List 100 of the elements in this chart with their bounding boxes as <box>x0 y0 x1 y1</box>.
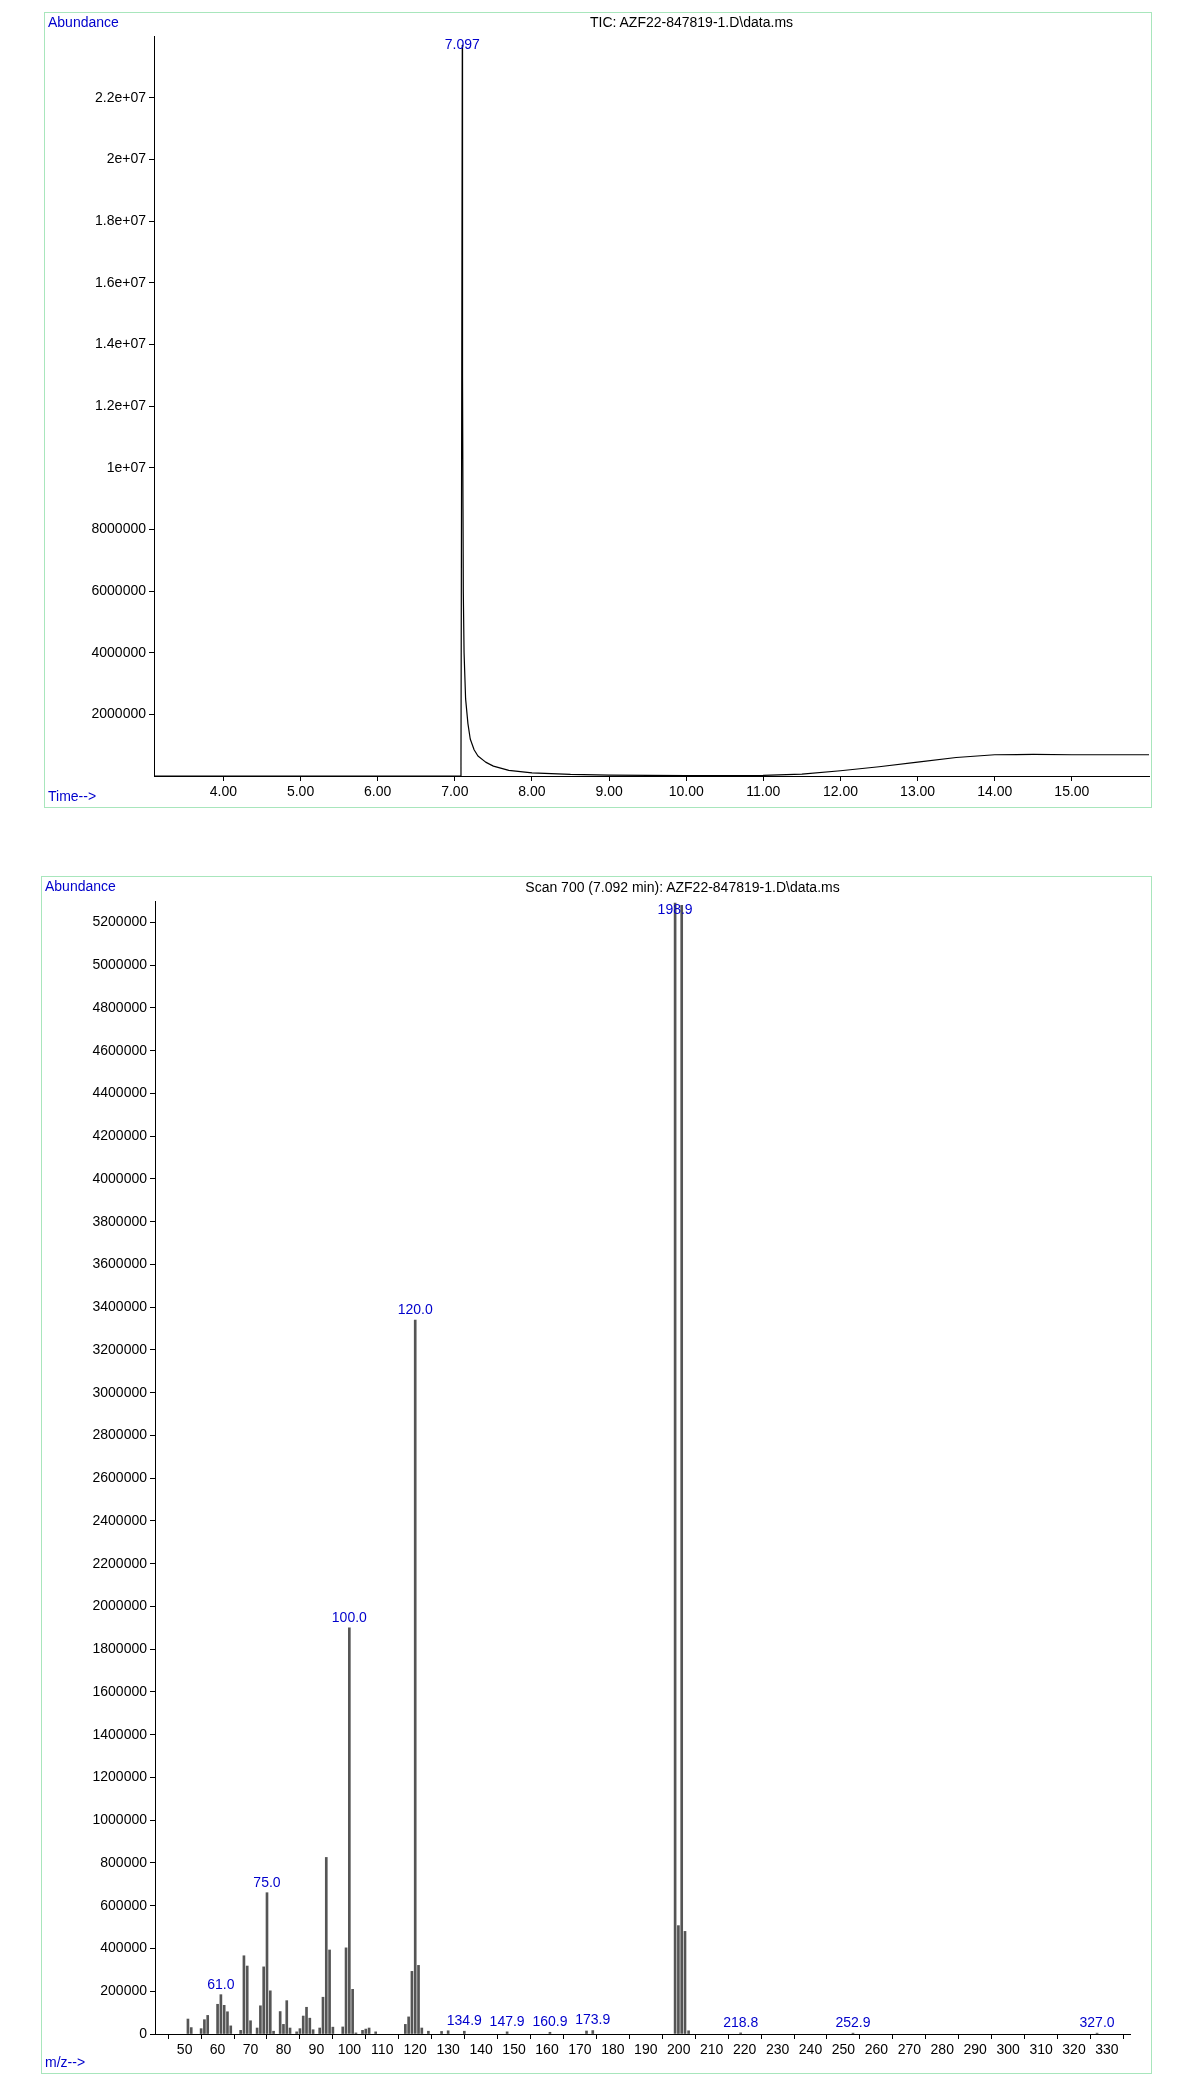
annotation: 120.0 <box>397 1300 433 1317</box>
bar <box>285 2000 289 2034</box>
y-tick-label: 3000000 <box>92 1383 148 1400</box>
x-tick-label: 210 <box>699 2041 724 2058</box>
x-tick-label: 11.00 <box>746 783 781 800</box>
bar <box>206 2015 210 2034</box>
y-tick-label: 600000 <box>100 1896 148 1913</box>
y-tick-label: 1200000 <box>92 1768 148 1785</box>
annotation: 327.0 <box>1079 2014 1115 2030</box>
y-tick-label: 1800000 <box>92 1640 148 1657</box>
y-tick-label: 1.6e+07 <box>95 273 147 290</box>
chart-title: Scan 700 (7.092 min): AZF22-847819-1.D\data.ms <box>525 878 840 895</box>
y-tick-label: 3600000 <box>92 1255 148 1272</box>
x-tick-label: 290 <box>963 2041 988 2058</box>
y-tick-label: 1400000 <box>92 1725 148 1742</box>
x-axis-title: Time--> <box>48 787 97 804</box>
x-tick-label: 190 <box>634 2041 658 2058</box>
bar <box>462 2030 466 2034</box>
x-tick-label: 50 <box>176 2041 193 2058</box>
y-tick-label: 2600000 <box>92 1469 148 1486</box>
y-tick-label: 1600000 <box>92 1682 148 1699</box>
x-tick-label: 7.00 <box>441 783 469 800</box>
bar <box>585 2030 588 2034</box>
x-tick-label: 310 <box>1029 2041 1053 2058</box>
bar <box>324 1857 328 2034</box>
x-tick-label: 110 <box>371 2041 394 2058</box>
y-axis-title: Abundance <box>45 877 117 894</box>
y-tick-label: 2e+07 <box>106 150 147 167</box>
y-tick-label: 4400000 <box>92 1084 148 1101</box>
y-tick-label: 4000000 <box>92 1169 148 1186</box>
x-tick-label: 90 <box>308 2041 325 2058</box>
x-tick-label: 120 <box>403 2041 428 2058</box>
annotation: 173.9 <box>575 2011 611 2028</box>
annotation: 100.0 <box>331 1608 368 1625</box>
y-tick-label: 3800000 <box>92 1212 148 1229</box>
y-tick-label: 4600000 <box>92 1041 148 1058</box>
bar <box>203 2019 206 2034</box>
annotation: 7.097 <box>444 35 481 52</box>
x-tick-label: 270 <box>897 2041 922 2058</box>
x-tick-label: 70 <box>242 2041 259 2058</box>
x-tick-label: 240 <box>798 2041 823 2058</box>
annotation: 75.0 <box>253 1873 281 1890</box>
x-tick-label: 15.00 <box>1054 783 1090 800</box>
y-tick-label: 3200000 <box>92 1340 148 1357</box>
y-tick-label: 5000000 <box>92 955 148 972</box>
bar <box>305 2006 308 2034</box>
y-tick-label: 2.2e+07 <box>95 88 147 105</box>
y-tick-label: 2000000 <box>91 705 147 722</box>
y-tick-label: 0 <box>139 2024 148 2041</box>
x-tick-label: 150 <box>502 2041 526 2058</box>
x-tick-label: 13.00 <box>900 783 936 800</box>
y-tick-label: 1.4e+07 <box>95 335 147 352</box>
y-tick-label: 2800000 <box>92 1426 148 1443</box>
x-tick-label: 230 <box>765 2041 790 2058</box>
annotation: 252.9 <box>835 2014 871 2030</box>
y-tick-label: 200000 <box>100 1982 148 1999</box>
annotation: 160.9 <box>532 2013 568 2030</box>
y-tick-label: 1000000 <box>92 1811 148 1828</box>
bar <box>413 1319 417 2034</box>
y-tick-label: 800000 <box>100 1853 148 1870</box>
annotation: 134.9 <box>446 2012 483 2029</box>
x-tick-label: 60 <box>209 2041 226 2058</box>
x-tick-label: 170 <box>568 2041 592 2058</box>
x-tick-label: 12.00 <box>822 783 859 800</box>
x-tick-label: 280 <box>930 2041 955 2058</box>
x-tick-label: 6.00 <box>364 783 392 800</box>
annotation: 61.0 <box>207 1975 235 1992</box>
x-tick-label: 250 <box>831 2041 856 2058</box>
bar <box>348 1627 351 2034</box>
y-tick-label: 8000000 <box>91 520 147 537</box>
x-tick-label: 9.00 <box>595 783 623 800</box>
x-tick-label: 160 <box>535 2041 559 2058</box>
y-axis-title: Abundance <box>48 13 120 30</box>
x-tick-label: 200 <box>667 2041 691 2058</box>
bar <box>427 2030 430 2034</box>
y-tick-label: 1e+07 <box>106 458 147 475</box>
bar <box>591 2030 595 2034</box>
y-tick-label: 400000 <box>100 1939 148 1956</box>
x-tick-label: 8.00 <box>518 783 546 800</box>
annotation: 147.9 <box>489 2012 525 2029</box>
x-tick-label: 320 <box>1062 2041 1086 2058</box>
x-tick-label: 14.00 <box>977 783 1013 800</box>
x-axis-title: m/z--> <box>45 2053 86 2070</box>
x-tick-label: 220 <box>732 2041 757 2058</box>
x-tick-label: 10.00 <box>668 783 704 800</box>
x-tick-label: 300 <box>996 2041 1021 2058</box>
y-tick-label: 2400000 <box>92 1511 148 1528</box>
y-tick-label: 4000000 <box>91 643 147 660</box>
y-tick-label: 4800000 <box>92 998 148 1015</box>
x-tick-label: 330 <box>1095 2041 1119 2058</box>
bar <box>374 2031 378 2034</box>
x-tick-label: 140 <box>469 2041 493 2058</box>
bar <box>361 2030 364 2034</box>
x-tick-label: 260 <box>864 2041 889 2058</box>
annotation: 218.8 <box>723 2013 759 2030</box>
y-tick-label: 5200000 <box>92 913 148 930</box>
chart-title: TIC: AZF22-847819-1.D\data.ms <box>589 13 794 30</box>
x-tick-label: 130 <box>436 2041 461 2058</box>
x-tick-label: 180 <box>601 2041 625 2058</box>
y-tick-label: 1.2e+07 <box>95 396 147 413</box>
